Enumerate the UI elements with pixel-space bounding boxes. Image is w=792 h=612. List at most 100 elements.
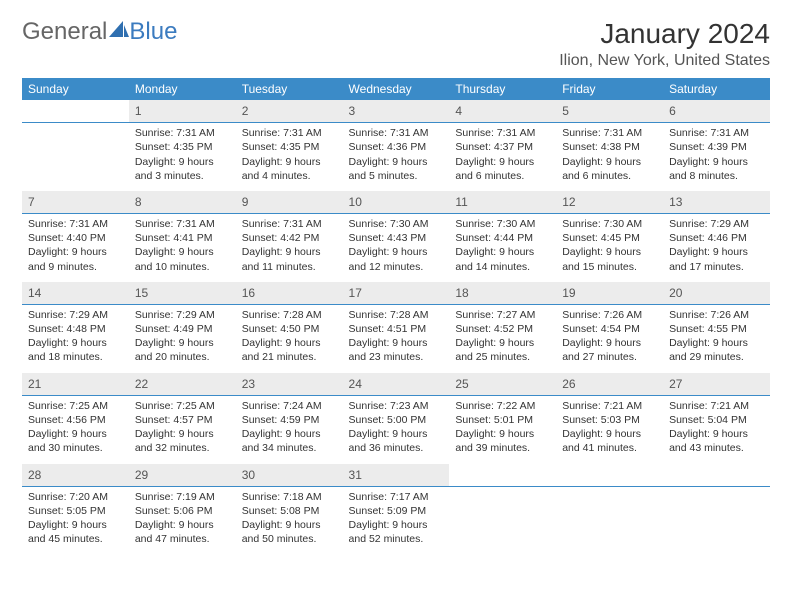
day-number: 25 — [449, 373, 556, 395]
logo: General Blue — [22, 18, 177, 46]
day-header: Wednesday — [343, 78, 450, 100]
daylight-text: Daylight: 9 hours and 6 minutes. — [455, 155, 550, 183]
day-number: 22 — [129, 373, 236, 395]
day-number — [449, 464, 556, 470]
daylight-text: Daylight: 9 hours and 11 minutes. — [242, 245, 337, 273]
day-cell: Sunrise: 7:31 AMSunset: 4:35 PMDaylight:… — [129, 123, 236, 191]
day-number: 7 — [22, 191, 129, 213]
day-cell: Sunrise: 7:30 AMSunset: 4:44 PMDaylight:… — [449, 214, 556, 282]
day-number: 26 — [556, 373, 663, 395]
day-cell: Sunrise: 7:30 AMSunset: 4:45 PMDaylight:… — [556, 214, 663, 282]
sunrise-text: Sunrise: 7:21 AM — [669, 399, 764, 413]
sunset-text: Sunset: 5:09 PM — [349, 504, 444, 518]
daylight-text: Daylight: 9 hours and 29 minutes. — [669, 336, 764, 364]
day-number: 5 — [556, 100, 663, 122]
daylight-text: Daylight: 9 hours and 27 minutes. — [562, 336, 657, 364]
sunrise-text: Sunrise: 7:28 AM — [242, 308, 337, 322]
daylight-text: Daylight: 9 hours and 10 minutes. — [135, 245, 230, 273]
sunset-text: Sunset: 4:35 PM — [242, 140, 337, 154]
day-cell: Sunrise: 7:31 AMSunset: 4:36 PMDaylight:… — [343, 123, 450, 191]
sunset-text: Sunset: 4:44 PM — [455, 231, 550, 245]
day-cell: Sunrise: 7:27 AMSunset: 4:52 PMDaylight:… — [449, 305, 556, 373]
daylight-text: Daylight: 9 hours and 8 minutes. — [669, 155, 764, 183]
day-number: 24 — [343, 373, 450, 395]
daylight-text: Daylight: 9 hours and 12 minutes. — [349, 245, 444, 273]
day-number: 4 — [449, 100, 556, 122]
day-number: 28 — [22, 464, 129, 486]
sunrise-text: Sunrise: 7:25 AM — [28, 399, 123, 413]
day-cell — [449, 487, 556, 537]
day-number: 18 — [449, 282, 556, 304]
daylight-text: Daylight: 9 hours and 4 minutes. — [242, 155, 337, 183]
day-cell: Sunrise: 7:25 AMSunset: 4:56 PMDaylight:… — [22, 396, 129, 464]
logo-text-general: General — [22, 18, 107, 46]
logo-text-blue: Blue — [129, 18, 177, 46]
day-cell — [556, 487, 663, 537]
sunrise-text: Sunrise: 7:31 AM — [135, 217, 230, 231]
daylight-text: Daylight: 9 hours and 25 minutes. — [455, 336, 550, 364]
daybody-row: Sunrise: 7:25 AMSunset: 4:56 PMDaylight:… — [22, 395, 770, 463]
day-cell: Sunrise: 7:23 AMSunset: 5:00 PMDaylight:… — [343, 396, 450, 464]
day-cell: Sunrise: 7:31 AMSunset: 4:39 PMDaylight:… — [663, 123, 770, 191]
day-header: Thursday — [449, 78, 556, 100]
sunset-text: Sunset: 5:05 PM — [28, 504, 123, 518]
daylight-text: Daylight: 9 hours and 50 minutes. — [242, 518, 337, 546]
sunset-text: Sunset: 4:48 PM — [28, 322, 123, 336]
day-number: 29 — [129, 464, 236, 486]
day-cell: Sunrise: 7:31 AMSunset: 4:41 PMDaylight:… — [129, 214, 236, 282]
sunrise-text: Sunrise: 7:31 AM — [455, 126, 550, 140]
daybody-row: Sunrise: 7:29 AMSunset: 4:48 PM Daylight:… — [22, 304, 770, 372]
day-number — [556, 464, 663, 470]
daylight-text: Daylight: 9 hours and 41 minutes. — [562, 427, 657, 455]
sunset-text: Sunset: 4:57 PM — [135, 413, 230, 427]
day-header: Saturday — [663, 78, 770, 100]
day-number — [22, 100, 129, 106]
day-number: 21 — [22, 373, 129, 395]
sunset-text: Sunset: 4:42 PM — [242, 231, 337, 245]
sunrise-text: Sunrise: 7:29 AM — [28, 308, 123, 322]
sunset-text: Sunset: 4:56 PM — [28, 413, 123, 427]
header: General Blue January 2024 Ilion, New Yor… — [22, 18, 770, 70]
sunrise-text: Sunrise: 7:22 AM — [455, 399, 550, 413]
sunset-text: Sunset: 4:40 PM — [28, 231, 123, 245]
day-number: 6 — [663, 100, 770, 122]
sunrise-text: Sunrise: 7:19 AM — [135, 490, 230, 504]
daylight-text: Daylight: 9 hours and 43 minutes. — [669, 427, 764, 455]
day-cell: Sunrise: 7:21 AMSunset: 5:04 PMDaylight:… — [663, 396, 770, 464]
day-cell: Sunrise: 7:17 AMSunset: 5:09 PMDaylight:… — [343, 487, 450, 555]
sunrise-text: Sunrise: 7:30 AM — [562, 217, 657, 231]
daylight-text: Daylight: 9 hours and 39 minutes. — [455, 427, 550, 455]
sunset-text: Sunset: 4:51 PM — [349, 322, 444, 336]
sunrise-text: Sunrise: 7:31 AM — [135, 126, 230, 140]
day-cell: Sunrise: 7:26 AMSunset: 4:55 PMDaylight:… — [663, 305, 770, 373]
sunrise-text: Sunrise: 7:25 AM — [135, 399, 230, 413]
daylight-text: Daylight: 9 hours and 21 minutes. — [242, 336, 337, 364]
day-number: 9 — [236, 191, 343, 213]
daylight-text: Daylight: 9 hours and 47 minutes. — [135, 518, 230, 546]
day-cell: Sunrise: 7:29 AMSunset: 4:46 PMDaylight:… — [663, 214, 770, 282]
day-number: 8 — [129, 191, 236, 213]
sunset-text: Sunset: 4:46 PM — [669, 231, 764, 245]
sunrise-text: Sunrise: 7:30 AM — [349, 217, 444, 231]
sunset-text: Sunset: 4:41 PM — [135, 231, 230, 245]
daylight-text: Daylight: 9 hours and 17 minutes. — [669, 245, 764, 273]
sunset-text: Sunset: 4:52 PM — [455, 322, 550, 336]
day-cell: Sunrise: 7:31 AMSunset: 4:42 PMDaylight:… — [236, 214, 343, 282]
sunrise-text: Sunrise: 7:31 AM — [242, 217, 337, 231]
sunrise-text: Sunrise: 7:26 AM — [562, 308, 657, 322]
sunrise-text: Sunrise: 7:31 AM — [562, 126, 657, 140]
day-header-row: SundayMondayTuesdayWednesdayThursdayFrid… — [22, 78, 770, 100]
day-cell: Sunrise: 7:19 AMSunset: 5:06 PMDaylight:… — [129, 487, 236, 555]
day-cell: Sunrise: 7:18 AMSunset: 5:08 PMDaylight:… — [236, 487, 343, 555]
day-number: 10 — [343, 191, 450, 213]
sunset-text: Sunset: 4:55 PM — [669, 322, 764, 336]
sunset-text: Sunset: 4:49 PM — [135, 322, 230, 336]
daylight-text: Daylight: 9 hours and 34 minutes. — [242, 427, 337, 455]
day-header: Sunday — [22, 78, 129, 100]
sunset-text: Sunset: 4:50 PM — [242, 322, 337, 336]
daynum-row: 28293031 — [22, 464, 770, 487]
day-cell — [663, 487, 770, 537]
sunrise-text: Sunrise: 7:30 AM — [455, 217, 550, 231]
sunset-text: Sunset: 5:03 PM — [562, 413, 657, 427]
day-number: 13 — [663, 191, 770, 213]
